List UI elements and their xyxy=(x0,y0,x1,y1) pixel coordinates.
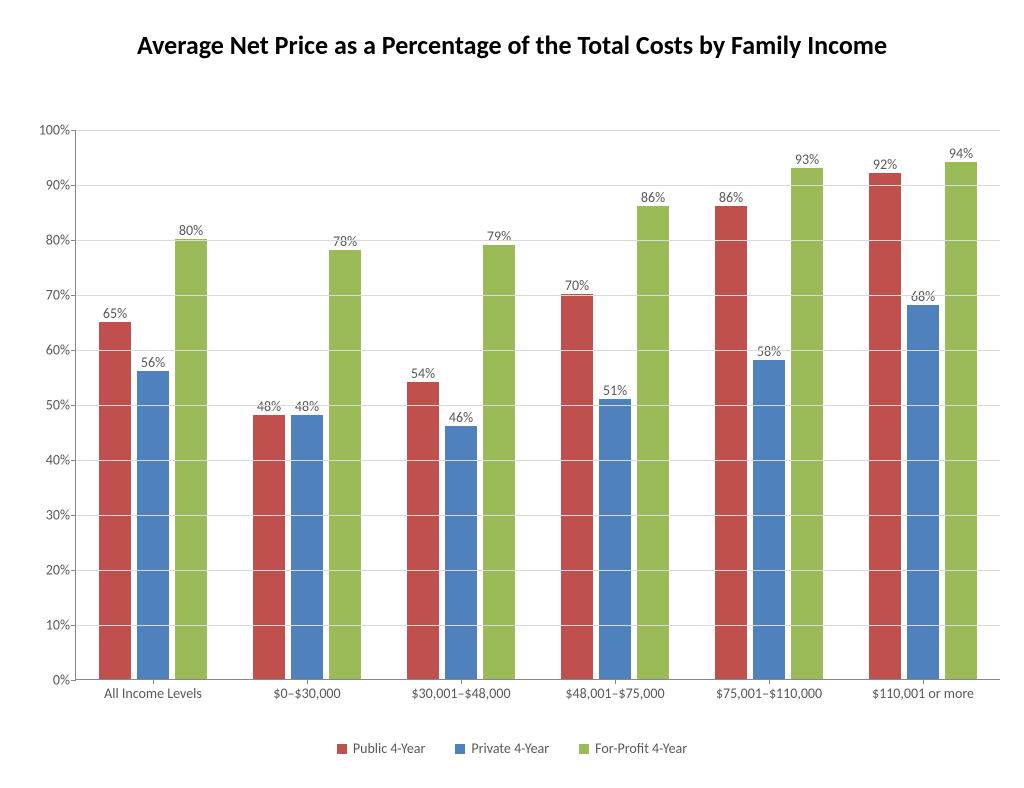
bar-value-label: 70% xyxy=(565,277,589,294)
ytick-label: 80% xyxy=(46,232,70,249)
gridline xyxy=(76,295,1000,296)
ytick-mark xyxy=(71,185,76,186)
legend-swatch xyxy=(337,744,347,754)
legend-swatch xyxy=(455,744,465,754)
bar: 56% xyxy=(137,371,169,679)
ytick-label: 50% xyxy=(46,397,70,414)
gridline xyxy=(76,625,1000,626)
ytick-label: 0% xyxy=(53,672,70,689)
xtick-mark xyxy=(769,679,770,684)
bar: 46% xyxy=(445,426,477,679)
bar: 78% xyxy=(329,250,361,679)
legend-item: Public 4-Year xyxy=(337,740,426,757)
bar-value-label: 86% xyxy=(719,189,743,206)
bar-value-label: 54% xyxy=(411,365,435,382)
xtick-label: $30,001–$48,000 xyxy=(411,685,510,702)
ytick-mark xyxy=(71,350,76,351)
ytick-label: 20% xyxy=(46,562,70,579)
chart-area: 65%56%80%All Income Levels48%48%78%$0–$3… xyxy=(75,130,1000,680)
bar-value-label: 46% xyxy=(449,409,473,426)
ytick-label: 70% xyxy=(46,287,70,304)
ytick-mark xyxy=(71,295,76,296)
bar: 86% xyxy=(715,206,747,679)
ytick-mark xyxy=(71,570,76,571)
bar: 93% xyxy=(791,168,823,680)
xtick-mark xyxy=(923,679,924,684)
ytick-label: 30% xyxy=(46,507,70,524)
xtick-mark xyxy=(615,679,616,684)
bar: 70% xyxy=(561,294,593,679)
legend-label: Private 4-Year xyxy=(471,740,549,757)
bar: 54% xyxy=(407,382,439,679)
ytick-mark xyxy=(71,515,76,516)
gridline xyxy=(76,185,1000,186)
ytick-mark xyxy=(71,240,76,241)
plot-region: 65%56%80%All Income Levels48%48%78%$0–$3… xyxy=(75,130,1000,680)
chart-title: Average Net Price as a Percentage of the… xyxy=(0,0,1024,61)
bar: 48% xyxy=(253,415,285,679)
bar-value-label: 93% xyxy=(795,151,819,168)
bar-value-label: 68% xyxy=(911,288,935,305)
ytick-label: 40% xyxy=(46,452,70,469)
bar-value-label: 48% xyxy=(295,398,319,415)
bar: 58% xyxy=(753,360,785,679)
bar: 79% xyxy=(483,245,515,680)
bar: 68% xyxy=(907,305,939,679)
xtick-label: $75,001–$110,000 xyxy=(716,685,822,702)
legend-item: Private 4-Year xyxy=(455,740,549,757)
ytick-mark xyxy=(71,680,76,681)
bar-value-label: 92% xyxy=(873,156,897,173)
ytick-label: 100% xyxy=(39,122,70,139)
ytick-mark xyxy=(71,625,76,626)
gridline xyxy=(76,515,1000,516)
ytick-label: 60% xyxy=(46,342,70,359)
bar-value-label: 56% xyxy=(141,354,165,371)
bar: 86% xyxy=(637,206,669,679)
xtick-mark xyxy=(461,679,462,684)
bar-value-label: 79% xyxy=(487,228,511,245)
xtick-mark xyxy=(153,679,154,684)
gridline xyxy=(76,460,1000,461)
bar: 51% xyxy=(599,399,631,680)
legend-swatch xyxy=(579,744,589,754)
xtick-label: $110,001 or more xyxy=(872,685,974,702)
ytick-label: 10% xyxy=(46,617,70,634)
bar-value-label: 65% xyxy=(103,305,127,322)
bar-value-label: 51% xyxy=(603,382,627,399)
bar-value-label: 86% xyxy=(641,189,665,206)
ytick-label: 90% xyxy=(46,177,70,194)
gridline xyxy=(76,570,1000,571)
bar-value-label: 58% xyxy=(757,343,781,360)
ytick-mark xyxy=(71,460,76,461)
bar-value-label: 48% xyxy=(257,398,281,415)
ytick-mark xyxy=(71,405,76,406)
gridline xyxy=(76,350,1000,351)
legend: Public 4-Year Private 4-Year For-Profit 4-… xyxy=(0,740,1024,757)
bar: 92% xyxy=(869,173,901,679)
bar-value-label: 94% xyxy=(949,145,973,162)
xtick-mark xyxy=(307,679,308,684)
xtick-label: All Income Levels xyxy=(104,685,202,702)
gridline xyxy=(76,405,1000,406)
bar-value-label: 80% xyxy=(179,222,203,239)
legend-label: Public 4-Year xyxy=(353,740,426,757)
legend-item: For-Profit 4-Year xyxy=(579,740,687,757)
xtick-label: $48,001–$75,000 xyxy=(565,685,664,702)
bar: 80% xyxy=(175,239,207,679)
legend-label: For-Profit 4-Year xyxy=(595,740,687,757)
gridline xyxy=(76,240,1000,241)
gridline xyxy=(76,130,1000,131)
xtick-label: $0–$30,000 xyxy=(273,685,340,702)
ytick-mark xyxy=(71,130,76,131)
bar: 48% xyxy=(291,415,323,679)
bar-value-label: 78% xyxy=(333,233,357,250)
